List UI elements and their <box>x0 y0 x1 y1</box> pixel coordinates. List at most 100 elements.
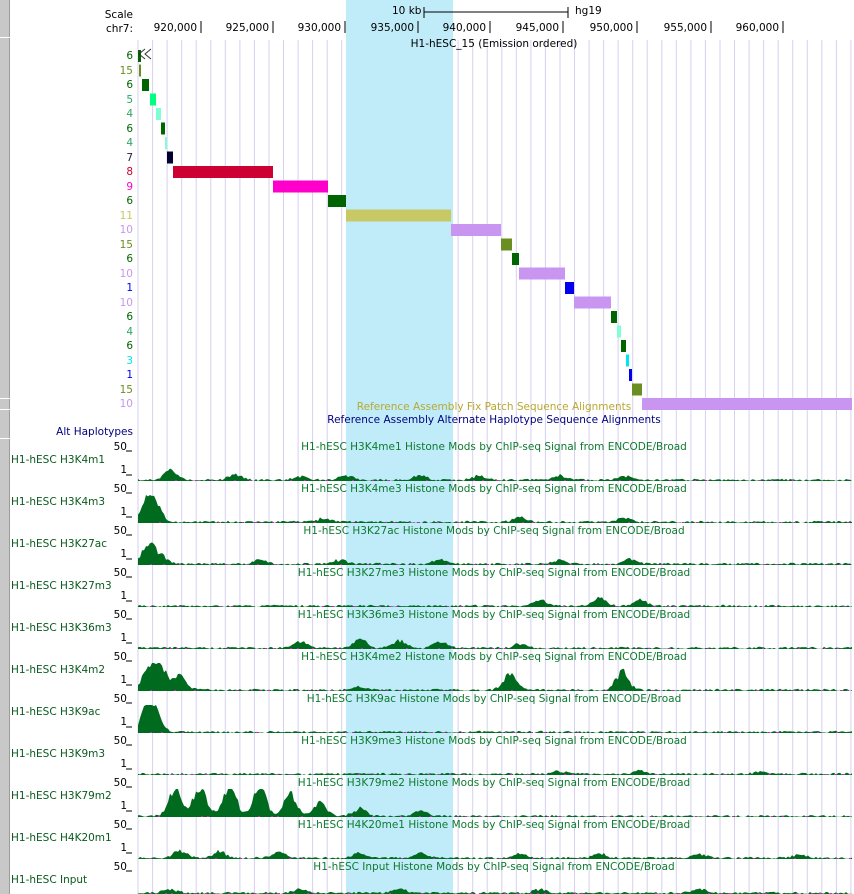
clip-mark <box>849 858 851 859</box>
clip-mark <box>629 480 631 481</box>
chromhmm-segment[interactable] <box>565 282 574 294</box>
clip-mark <box>314 522 316 523</box>
clip-mark <box>344 690 346 691</box>
chromhmm-segment[interactable] <box>617 325 621 338</box>
chromhmm-segment[interactable] <box>611 311 617 323</box>
chromhmm-segment[interactable] <box>626 354 629 367</box>
clip-mark <box>404 732 406 733</box>
chromhmm-segment[interactable] <box>621 340 626 352</box>
chromhmm-side-button[interactable] <box>0 38 10 398</box>
signal-profile[interactable] <box>138 596 852 607</box>
clip-mark <box>352 732 354 733</box>
chromhmm-segment[interactable] <box>273 180 328 193</box>
clip-mark <box>714 774 716 775</box>
clip-mark <box>420 732 422 733</box>
signal-profile[interactable] <box>138 705 852 733</box>
signal-tracks-side-button[interactable] <box>0 439 10 894</box>
chromhmm-state-label: 7 <box>126 151 133 164</box>
signal-profile[interactable] <box>138 638 852 649</box>
ruler-side-button[interactable] <box>0 0 10 37</box>
chromhmm-segment[interactable] <box>629 369 632 381</box>
signal-track-max-label: 50 <box>113 651 127 663</box>
signal-profile[interactable] <box>138 888 852 894</box>
signal-track-short-label: H1-hESC H3K9ac <box>11 706 101 718</box>
clip-mark <box>201 816 203 817</box>
chromhmm-segment[interactable] <box>156 108 161 120</box>
clip-mark <box>293 522 295 523</box>
ruler-tick-label: 960,000 <box>735 22 779 34</box>
clip-mark <box>170 648 172 649</box>
clip-mark <box>564 480 566 481</box>
signal-profile[interactable] <box>138 663 852 691</box>
signal-profile[interactable] <box>138 495 852 523</box>
clip-mark <box>182 732 184 733</box>
chromhmm-segment[interactable] <box>165 137 167 149</box>
clip-mark <box>739 858 741 859</box>
clip-mark <box>302 858 304 859</box>
signal-profile[interactable] <box>138 468 852 482</box>
signal-profile[interactable] <box>138 769 852 775</box>
chromhmm-segment[interactable] <box>167 151 173 164</box>
chromhmm-segment[interactable] <box>512 253 519 265</box>
chromhmm-segment[interactable] <box>346 209 451 222</box>
clip-mark <box>823 522 825 523</box>
clip-mark <box>274 648 276 649</box>
signal-track-title: H1-hESC H3K79me2 Histone Mods by ChIP-se… <box>297 777 691 789</box>
clip-mark <box>215 858 217 859</box>
signal-track-short-label: H1-hESC H3K4m3 <box>11 496 106 508</box>
fix-patch-side-button[interactable] <box>0 399 10 409</box>
chromhmm-segment[interactable] <box>642 398 852 410</box>
clip-mark <box>623 690 625 691</box>
clip-mark <box>290 480 292 481</box>
chromhmm-segment[interactable] <box>574 296 611 309</box>
signal-profile[interactable] <box>138 849 852 859</box>
chromhmm-state-label: 6 <box>126 122 133 135</box>
clip-mark <box>463 774 465 775</box>
chromhmm-segment[interactable] <box>328 195 346 207</box>
clip-mark <box>695 690 697 691</box>
clip-mark <box>542 564 544 565</box>
clip-mark <box>667 606 669 607</box>
clip-mark <box>780 690 782 691</box>
clip-mark <box>426 480 428 481</box>
chromhmm-state-label: 6 <box>126 340 133 352</box>
clip-mark <box>771 816 773 817</box>
chromhmm-segment[interactable] <box>501 238 512 251</box>
clip-mark <box>265 648 267 649</box>
clip-mark <box>161 732 163 733</box>
clip-mark <box>595 816 597 817</box>
signal-profile[interactable] <box>138 789 852 817</box>
signal-track-min-label: 1 <box>120 548 127 560</box>
signal-track-max-label: 50 <box>113 567 127 579</box>
chromhmm-state-label: 11 <box>119 209 133 222</box>
chromhmm-segment[interactable] <box>138 50 141 62</box>
clip-mark <box>185 648 187 649</box>
clip-mark <box>522 522 524 523</box>
clip-mark <box>345 732 347 733</box>
alt-haplotype-side-button[interactable] <box>0 410 10 438</box>
scale-bar-label: 10 kb <box>392 5 422 17</box>
chromhmm-segment[interactable] <box>173 166 273 178</box>
chromhmm-segment[interactable] <box>161 122 165 135</box>
chromhmm-segment[interactable] <box>142 79 149 91</box>
clip-mark <box>261 522 263 523</box>
clip-mark <box>373 774 375 775</box>
clip-mark <box>394 522 396 523</box>
chromhmm-segment[interactable] <box>139 64 141 77</box>
scale-label: Scale <box>104 9 133 21</box>
clip-mark <box>312 648 314 649</box>
chromhmm-state-label: 1 <box>126 369 133 381</box>
clip-mark <box>257 564 259 565</box>
chromhmm-state-label: 5 <box>126 93 133 106</box>
chromhmm-segment[interactable] <box>150 93 156 106</box>
clip-mark <box>550 480 552 481</box>
clip-mark <box>505 732 507 733</box>
signal-profile[interactable] <box>138 542 852 565</box>
clip-mark <box>707 648 709 649</box>
clip-mark <box>839 564 841 565</box>
chromhmm-segment[interactable] <box>632 383 642 396</box>
chromhmm-segment[interactable] <box>519 267 565 280</box>
chromhmm-segment[interactable] <box>451 224 501 236</box>
